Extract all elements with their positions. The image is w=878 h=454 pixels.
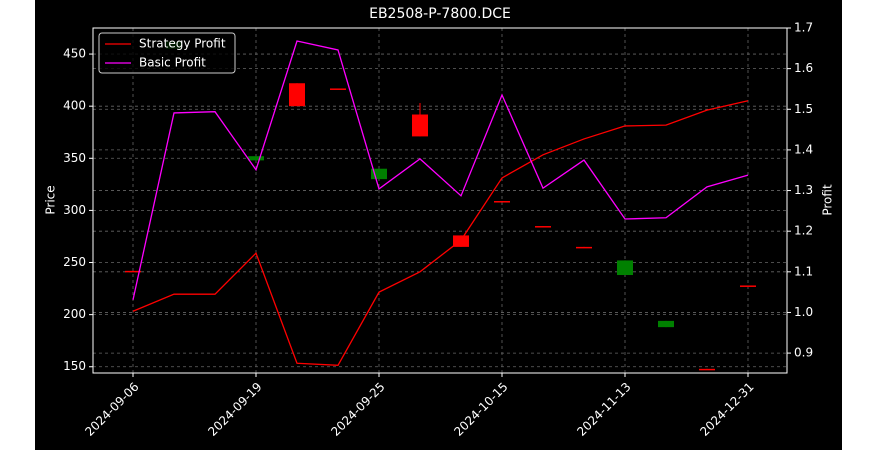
y-tick-label: 300 bbox=[63, 203, 86, 217]
y-tick-label: 350 bbox=[63, 151, 86, 165]
candle-body bbox=[576, 246, 592, 249]
candle-body bbox=[494, 201, 510, 203]
candle-body bbox=[740, 285, 756, 287]
candle-body bbox=[699, 368, 715, 371]
chart-title: EB2508-P-7800.DCE bbox=[369, 6, 511, 22]
y2-tick-label: 1.1 bbox=[794, 264, 813, 278]
profit-line bbox=[132, 40, 749, 300]
y2-tick-label: 1.5 bbox=[794, 102, 813, 116]
candle-body bbox=[125, 270, 141, 273]
legend-box bbox=[98, 32, 236, 74]
candle-body bbox=[330, 88, 346, 90]
y2-tick-label: 1.0 bbox=[794, 305, 813, 319]
figure-background bbox=[35, 0, 842, 450]
candle-body bbox=[617, 260, 633, 276]
candle-body bbox=[535, 226, 551, 228]
legend-label: Strategy Profit bbox=[139, 37, 226, 51]
profit-line bbox=[132, 100, 749, 366]
candle-body bbox=[453, 235, 469, 247]
legend-label: Basic Profit bbox=[139, 56, 206, 70]
y2-axis-label: Profit bbox=[821, 184, 835, 216]
candle-body bbox=[371, 168, 387, 180]
y2-tick-label: 1.4 bbox=[794, 142, 813, 156]
legend: Strategy Profit Basic Profit bbox=[98, 32, 236, 74]
y-tick-label: 400 bbox=[63, 99, 86, 113]
y2-tick-label: 1.3 bbox=[794, 183, 813, 197]
y-tick-label: 200 bbox=[63, 307, 86, 321]
y2-tick-label: 0.9 bbox=[794, 346, 813, 360]
y-tick-label: 250 bbox=[63, 255, 86, 269]
candle-body bbox=[412, 114, 428, 137]
plot-frame bbox=[92, 27, 788, 374]
candle-body bbox=[248, 156, 264, 161]
y-tick-label: 450 bbox=[63, 47, 86, 61]
y2-tick-label: 1.2 bbox=[794, 224, 813, 238]
y2-tick-label: 1.7 bbox=[794, 21, 813, 35]
candle-body bbox=[289, 83, 305, 107]
y2-tick-label: 1.6 bbox=[794, 61, 813, 75]
y-tick-label: 150 bbox=[63, 359, 86, 373]
y-axis-label: Price bbox=[44, 185, 58, 214]
candle-body bbox=[658, 320, 674, 328]
